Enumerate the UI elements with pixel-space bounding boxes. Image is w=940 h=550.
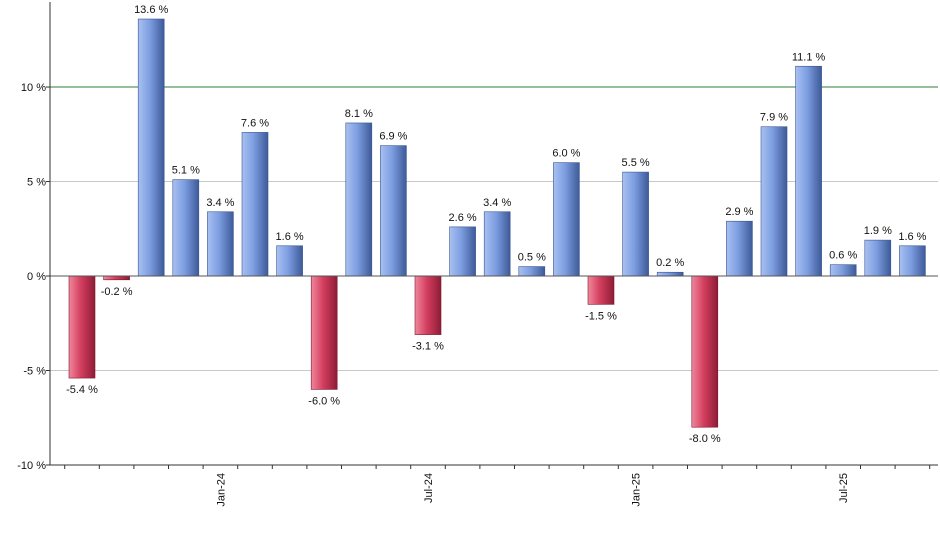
bar (172, 179, 200, 277)
data-label: -0.2 % (101, 286, 133, 298)
data-labels: -5.4 % -0.2 % 13.6 % 5.1 % 3.4 % 7.6 % 1.6 % -6… (66, 4, 927, 445)
bar (587, 275, 615, 305)
bar (726, 220, 753, 277)
data-label: 5.5 % (622, 157, 650, 169)
bar (449, 226, 476, 277)
data-label: 3.4 % (206, 197, 234, 209)
bar (864, 239, 892, 277)
data-label: 11.1 % (792, 51, 826, 63)
bar (622, 171, 649, 277)
bar (691, 275, 719, 428)
bar (414, 275, 442, 335)
y-tick-label: 10 % (21, 82, 46, 94)
bar (207, 211, 234, 277)
data-label: 8.1 % (345, 108, 373, 120)
bar (310, 275, 338, 390)
x-tick-label: Jan-24 (215, 473, 227, 507)
data-label: -3.1 % (412, 341, 444, 353)
data-label: 7.9 % (760, 112, 788, 124)
bar (137, 18, 165, 277)
bars (68, 18, 926, 428)
bar (760, 126, 788, 277)
data-label: 2.9 % (725, 206, 753, 218)
y-tick-label: 0 % (27, 271, 46, 283)
data-label: -5.4 % (66, 384, 98, 396)
data-label: 0.2 % (656, 257, 684, 269)
data-label: -8.0 % (689, 433, 721, 445)
data-label: 1.9 % (864, 225, 892, 237)
bar (345, 122, 373, 277)
bar (656, 271, 684, 277)
bar (553, 162, 580, 277)
y-tick-label: -5 % (23, 366, 46, 378)
x-tick-label: Jan-25 (631, 473, 643, 507)
y-tick-label: -10 % (17, 460, 46, 472)
data-label: 2.6 % (449, 212, 477, 224)
data-label: 1.6 % (276, 231, 304, 243)
bar (483, 211, 511, 277)
bar (899, 245, 926, 277)
bar (518, 266, 546, 277)
axes: -10 % -5 % 0 % 5 % 10 % Jan-24 Jul-24 Jan-25 Jul… (17, 2, 938, 507)
x-tick-label: Jul-24 (423, 473, 435, 503)
bar (68, 275, 96, 379)
data-label: -1.5 % (585, 310, 617, 322)
data-label: 6.9 % (379, 131, 407, 143)
data-label: 6.0 % (552, 148, 580, 160)
data-label: 7.6 % (241, 117, 269, 129)
bar (241, 132, 269, 277)
x-tick-label: Jul-25 (838, 473, 850, 503)
data-label: 1.6 % (898, 231, 926, 243)
y-tick-label: 5 % (27, 177, 46, 189)
bar (380, 145, 407, 277)
data-label: 5.1 % (172, 165, 200, 177)
bar (829, 264, 857, 277)
data-label: -6.0 % (308, 395, 340, 407)
bar (103, 275, 130, 281)
data-label: 13.6 % (134, 4, 168, 16)
data-label: 3.4 % (483, 197, 511, 209)
bar (276, 245, 303, 277)
data-label: 0.6 % (829, 250, 857, 262)
data-label: 0.5 % (518, 252, 546, 264)
bar (795, 65, 822, 277)
